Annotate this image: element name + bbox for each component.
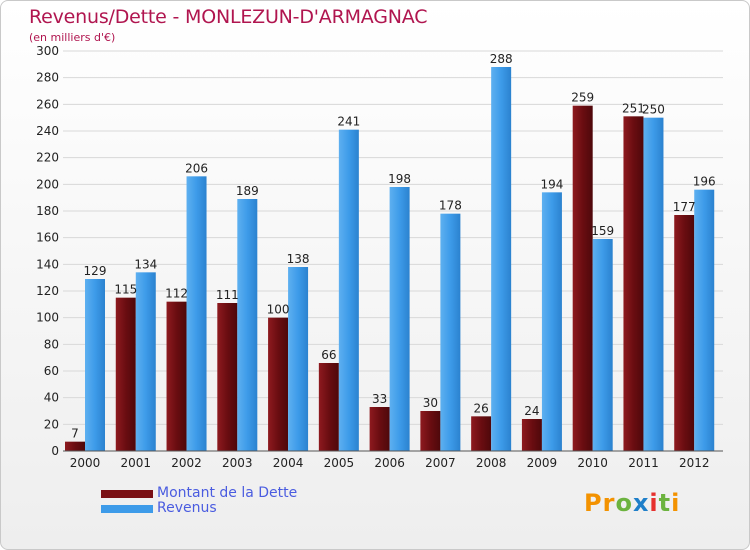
- data-label: 241: [337, 115, 360, 129]
- x-tick-label: 2006: [374, 456, 405, 470]
- data-label: 189: [236, 184, 259, 198]
- bar-revenus: [643, 117, 664, 452]
- x-tick-label: 2001: [120, 456, 151, 470]
- bar-dette: [65, 441, 85, 451]
- bars: [65, 67, 715, 452]
- legend-swatch-revenus: [101, 505, 153, 513]
- x-axis-ticks: 2000 2001 2002 2003 2004 2005 2006 2007 2008 2009…: [70, 456, 710, 470]
- x-tick-label: 2010: [577, 456, 608, 470]
- bar-revenus: [288, 267, 309, 451]
- chart-title: Revenus/Dette - MONLEZUN-D'ARMAGNAC: [29, 6, 428, 28]
- y-tick-label: 200: [36, 177, 59, 191]
- x-tick-label: 2008: [476, 456, 507, 470]
- data-label: 159: [591, 224, 614, 238]
- bar-revenus: [440, 213, 461, 451]
- data-label: 194: [540, 177, 563, 191]
- bar-dette: [166, 301, 187, 451]
- y-tick-label: 260: [36, 97, 59, 111]
- data-label: 206: [185, 161, 208, 175]
- bar-revenus: [694, 189, 715, 451]
- data-label: 26: [474, 401, 489, 415]
- bar-revenus: [237, 199, 258, 451]
- data-label: 198: [388, 172, 411, 186]
- y-tick-label: 140: [36, 257, 59, 271]
- data-label: 100: [267, 303, 290, 317]
- proxiti-logo: Proxiti: [584, 489, 681, 517]
- data-label: 7: [71, 427, 79, 441]
- y-tick-label: 300: [36, 44, 59, 58]
- x-tick-label: 2002: [171, 456, 202, 470]
- bar-dette: [369, 407, 390, 451]
- y-tick-label: 100: [36, 311, 59, 325]
- bar-dette: [623, 116, 644, 451]
- bar-revenus: [491, 67, 512, 451]
- bar-dette: [318, 363, 339, 451]
- y-tick-label: 240: [36, 124, 59, 138]
- data-label: 30: [423, 396, 438, 410]
- bar-dette: [217, 303, 238, 451]
- x-tick-label: 2000: [70, 456, 101, 470]
- y-tick-label: 0: [51, 444, 59, 458]
- data-labels: 7 129 115 134 112 206 111 189 100 138 66 241 33 198 30…: [71, 52, 716, 441]
- data-label: 196: [693, 175, 716, 189]
- data-label: 178: [439, 199, 462, 213]
- bar-dette: [471, 416, 492, 451]
- legend-label-dette: Montant de la Dette: [157, 485, 298, 501]
- bar-dette: [115, 297, 136, 451]
- y-tick-label: 80: [44, 337, 59, 351]
- data-label: 134: [134, 257, 157, 271]
- y-tick-label: 160: [36, 231, 59, 245]
- data-label: 138: [287, 252, 310, 266]
- bar-dette: [521, 419, 542, 451]
- legend-swatch-dette: [101, 490, 153, 498]
- y-axis-ticks: 0 20 40 60 80 100 120 140 160 180 200 220 240 260 280 3…: [36, 44, 59, 458]
- bar-dette: [268, 317, 289, 451]
- x-tick-label: 2009: [527, 456, 558, 470]
- data-label: 177: [673, 200, 696, 214]
- y-tick-label: 120: [36, 284, 59, 298]
- legend-label-revenus: Revenus: [157, 500, 217, 516]
- x-tick-label: 2004: [273, 456, 304, 470]
- bar-revenus: [338, 129, 359, 451]
- data-label: 251: [622, 101, 645, 115]
- y-tick-label: 180: [36, 204, 59, 218]
- x-tick-label: 2011: [628, 456, 659, 470]
- data-label: 66: [321, 348, 336, 362]
- y-tick-label: 40: [44, 391, 59, 405]
- data-label: 115: [114, 283, 137, 297]
- chart-subtitle: (en milliers d'€): [29, 31, 116, 44]
- data-label: 24: [524, 404, 539, 418]
- data-label: 112: [165, 287, 188, 301]
- x-tick-label: 2007: [425, 456, 456, 470]
- bar-revenus: [135, 272, 156, 451]
- data-label: 259: [571, 91, 594, 105]
- y-tick-label: 280: [36, 71, 59, 85]
- bar-revenus: [186, 176, 207, 452]
- y-tick-label: 220: [36, 151, 59, 165]
- data-label: 288: [490, 52, 513, 66]
- data-label: 33: [372, 392, 387, 406]
- bar-dette: [572, 105, 593, 452]
- bar-revenus: [389, 187, 410, 451]
- x-tick-label: 2005: [324, 456, 355, 470]
- data-label: 129: [84, 264, 107, 278]
- data-label: 250: [642, 103, 665, 117]
- bar-revenus: [85, 279, 105, 451]
- x-tick-label: 2012: [679, 456, 710, 470]
- bar-revenus: [592, 239, 613, 451]
- y-tick-label: 60: [44, 364, 59, 378]
- data-label: 111: [216, 288, 239, 302]
- x-tick-label: 2003: [222, 456, 253, 470]
- bar-revenus: [541, 192, 562, 452]
- bar-dette: [674, 215, 695, 451]
- bar-dette: [420, 411, 441, 451]
- y-tick-label: 20: [44, 417, 59, 431]
